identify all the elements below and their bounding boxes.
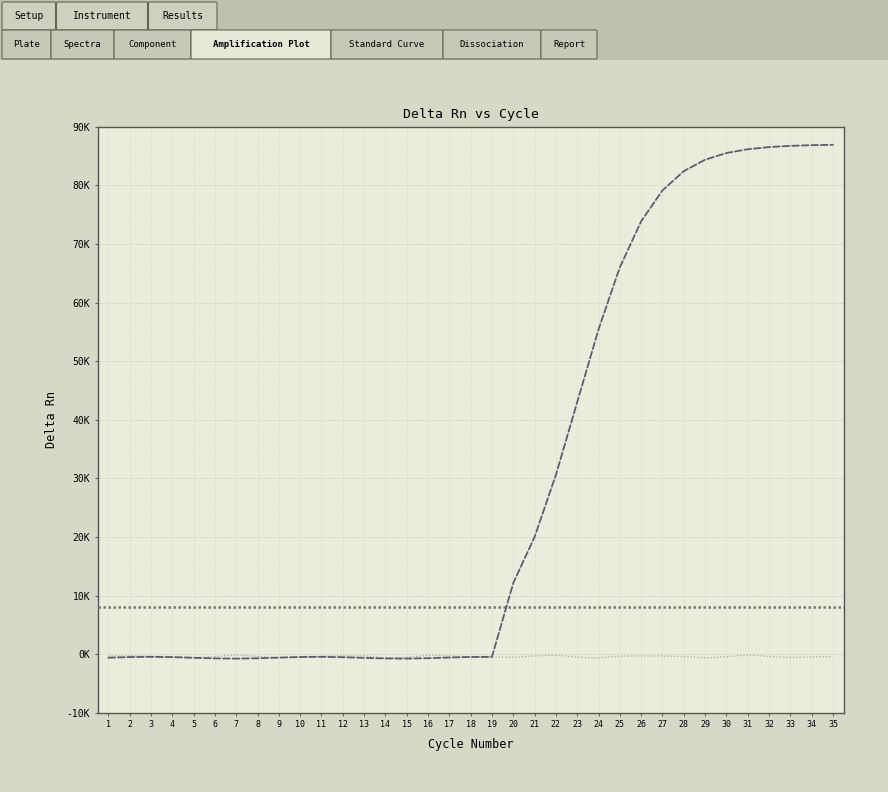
Text: Instrument: Instrument	[73, 11, 131, 21]
Y-axis label: Delta Rn: Delta Rn	[45, 391, 59, 448]
FancyBboxPatch shape	[541, 30, 597, 59]
Text: Plate: Plate	[13, 40, 40, 49]
FancyBboxPatch shape	[51, 30, 114, 59]
Text: Component: Component	[128, 40, 177, 49]
Text: Spectra: Spectra	[64, 40, 101, 49]
FancyBboxPatch shape	[331, 30, 443, 59]
FancyBboxPatch shape	[148, 2, 217, 30]
Text: Standard Curve: Standard Curve	[349, 40, 424, 49]
Text: Setup: Setup	[14, 11, 44, 21]
FancyBboxPatch shape	[57, 2, 147, 30]
Title: Delta Rn vs Cycle: Delta Rn vs Cycle	[402, 109, 539, 121]
Text: Dissociation: Dissociation	[460, 40, 524, 49]
Text: Results: Results	[163, 11, 203, 21]
Text: Report: Report	[553, 40, 585, 49]
FancyBboxPatch shape	[443, 30, 541, 59]
X-axis label: Cycle Number: Cycle Number	[428, 738, 513, 751]
Text: Amplification Plot: Amplification Plot	[212, 40, 309, 49]
FancyBboxPatch shape	[114, 30, 191, 59]
FancyBboxPatch shape	[191, 30, 331, 59]
FancyBboxPatch shape	[2, 30, 51, 59]
FancyBboxPatch shape	[2, 2, 55, 30]
